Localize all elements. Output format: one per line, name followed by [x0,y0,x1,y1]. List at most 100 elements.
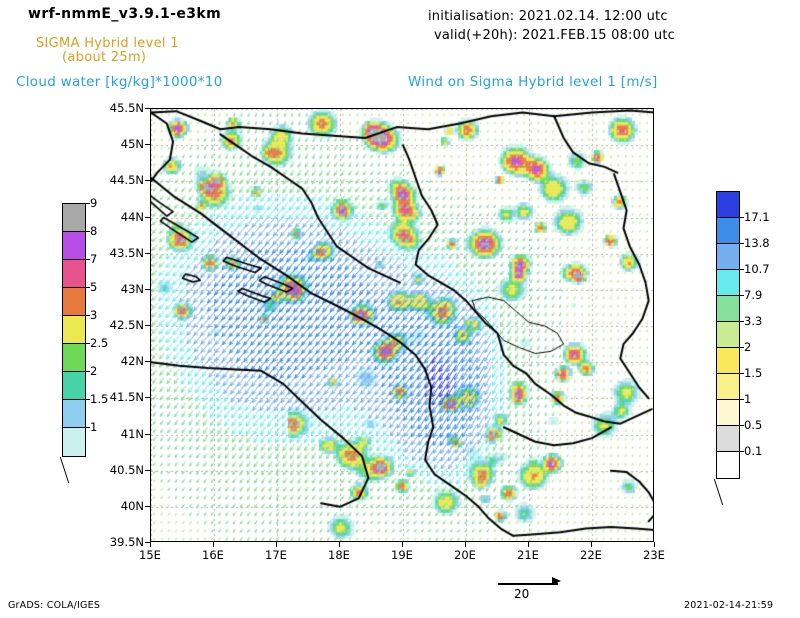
initialisation-time: initialisation: 2021.02.14. 12:00 utc [428,9,668,24]
wind-field-label: Wind on Sigma Hybrid level 1 [m/s] [408,74,658,90]
y-tick-label: 40N [120,498,144,513]
y-tick-mark [145,433,150,435]
x-tick-mark [654,542,655,547]
y-tick-label: 41.5N [109,390,144,405]
colorbar-swatch [716,425,740,452]
colorbar-tick-label: 5 [90,280,98,294]
colorbar-tick-mark [78,399,90,400]
colorbar-tick-mark [732,243,744,244]
x-tick-mark [465,542,466,547]
grads-credit: GrADS: COLA/IGES [8,600,101,611]
colorbar-tick-mark [732,269,744,270]
x-tick-label: 21E [517,548,539,562]
colorbar-tick-mark [732,217,744,218]
colorbar-swatch [716,373,740,400]
colorbar-tick-label: 3.3 [744,314,763,328]
x-tick-label: 16E [202,548,224,562]
wind-vector-key: 20 [498,575,578,609]
colorbar-swatch [62,203,86,232]
colorbar-tick-label: 10.7 [744,262,770,276]
colorbar-tick-mark [732,373,744,374]
level-description-line2: (about 25m) [62,50,147,65]
colorbar-swatch [716,217,740,244]
colorbar-tick-label: 7.9 [744,288,763,302]
y-tick-mark [145,469,150,471]
colorbar-tick-mark [78,287,90,288]
colorbar-swatch [716,191,740,218]
colorbar-tick-mark [732,451,744,452]
colorbar-tick-mark [78,371,90,372]
colorbar-tick-label: 3 [90,308,98,322]
colorbar-tick-label: 2 [744,340,752,354]
y-tick-mark [145,325,150,326]
colorbar-tick-mark [78,259,90,260]
colorbar-swatch [62,259,86,288]
y-tick-mark [145,108,150,109]
y-tick-label: 39.5N [109,535,144,549]
colorbar-tick-label: 1 [744,392,752,406]
x-tick-label: 15E [139,548,161,562]
colorbar-tick-mark [732,321,744,322]
colorbar-tick-label: 7 [90,252,98,266]
colorbar-swatch [716,451,740,479]
map-canvas [151,109,653,541]
colorbar-tail [59,457,84,483]
colorbar-tick-label: 2 [90,364,98,378]
x-tick-label: 17E [265,548,287,562]
x-tick-mark [591,542,592,547]
vector-key-label: 20 [514,587,530,601]
x-tick-label: 19E [391,548,413,562]
y-tick-mark [145,252,150,254]
colorbar-tick-mark [78,315,90,316]
colorbar-swatch [716,295,740,322]
colorbar-tick-mark [732,399,744,400]
x-tick-mark [528,542,529,547]
arrow-right-icon [552,577,561,585]
colorbar-swatch [62,287,86,316]
y-tick-mark [145,180,150,182]
y-tick-label: 43N [120,281,144,296]
y-tick-label: 44N [120,209,144,224]
y-tick-mark [145,288,150,290]
y-tick-label: 42.5N [109,318,144,332]
colorbar-swatch [716,269,740,296]
y-tick-label: 45.5N [109,101,144,115]
colorbar-tick-mark [78,427,90,428]
colorbar-tick-label: 1 [90,420,98,434]
x-tick-label: 22E [580,548,602,562]
y-tick-label: 43.5N [109,245,144,260]
colorbar-swatch [62,427,86,457]
colorbar-swatch [62,371,86,400]
y-tick-mark [145,216,150,218]
colorbar-tick-mark [732,425,744,426]
colorbar-swatch [716,321,740,348]
y-tick-mark [145,144,150,146]
colorbar-tick-mark [78,203,90,204]
colorbar-tick-label: 1.5 [90,392,109,406]
colorbar-tick-label: 2.5 [90,336,109,350]
y-tick-label: 42N [120,354,144,369]
x-tick-mark [276,542,277,547]
colorbar-swatch [716,243,740,270]
y-tick-label: 40.5N [109,462,144,477]
render-timestamp: 2021-02-14-21:59 [684,600,774,611]
colorbar-tick-mark [732,295,744,296]
colorbar-tick-mark [78,231,90,232]
colorbar-tail [713,479,738,505]
x-tick-label: 20E [454,548,476,562]
x-tick-mark [150,542,151,547]
colorbar-swatch [62,343,86,372]
y-tick-label: 41N [120,426,144,441]
y-tick-mark [145,542,150,543]
vector-key-shaft-icon [498,583,558,585]
y-tick-mark [145,505,150,507]
x-tick-mark [339,542,340,547]
map-plot-area[interactable] [150,108,654,542]
model-title: wrf-nmmE_v3.9.1-e3km [28,6,222,22]
colorbar-tick-label: 0.5 [744,418,763,432]
level-description-line1: SIGMA Hybrid level 1 [36,36,179,51]
x-tick-mark [213,542,214,547]
x-tick-label: 23E [643,548,665,562]
x-tick-mark [402,542,403,547]
colorbar-tick-label: 13.8 [744,236,770,250]
